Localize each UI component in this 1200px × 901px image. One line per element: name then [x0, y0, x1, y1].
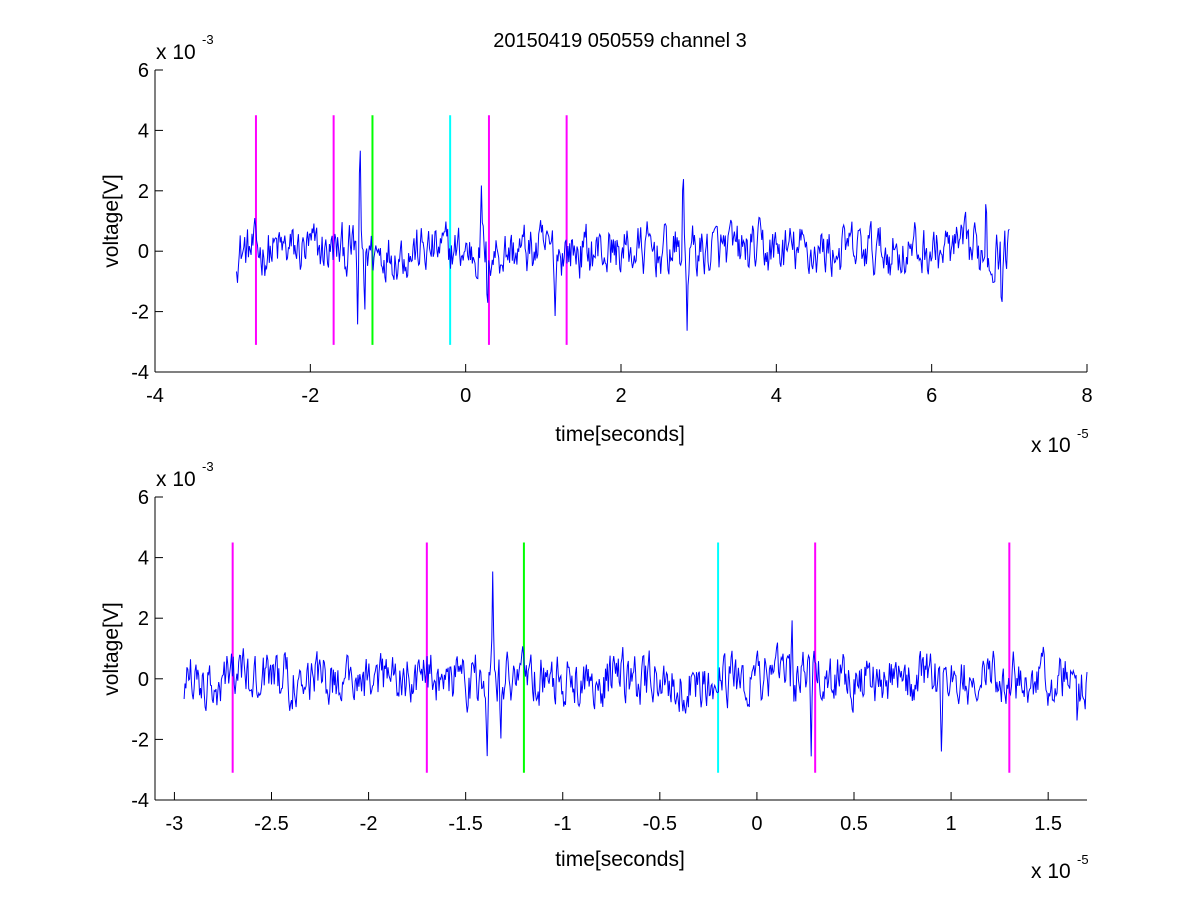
- bottom-y-tick-label: 6: [138, 487, 149, 509]
- top-y-exponent-power: -3: [202, 32, 214, 47]
- bottom-x-tick-label: -1: [554, 813, 572, 835]
- top-y-tick-label: 4: [138, 120, 149, 142]
- bottom-x-exponent: x 10 -5: [1031, 852, 1089, 883]
- top-axes-box: [155, 70, 1087, 372]
- top-y-tick-label: -2: [131, 302, 149, 324]
- chart-title: 20150419 050559 channel 3: [493, 30, 747, 52]
- top-subplot: -4 -2 0 2 4 6 8 -4 -2 0 2 4 6 time[seconds] voltage…: [100, 32, 1093, 457]
- top-x-axis-label: time[seconds]: [555, 423, 685, 446]
- top-x-tick-label: 6: [926, 385, 937, 407]
- top-x-tick-label: -2: [301, 385, 319, 407]
- bottom-y-exponent-base: x 10: [156, 468, 196, 491]
- bottom-y-exponent: x 10 -3: [156, 459, 214, 491]
- bottom-x-axis-label: time[seconds]: [555, 848, 685, 871]
- bottom-x-tick-label: -0.5: [643, 813, 677, 835]
- top-y-exponent-base: x 10: [156, 41, 196, 64]
- bottom-x-exponent-base: x 10: [1031, 860, 1071, 883]
- bottom-y-exponent-power: -3: [202, 459, 214, 474]
- bottom-x-tick-label: 1: [946, 813, 957, 835]
- bottom-x-exponent-power: -5: [1077, 852, 1089, 867]
- top-x-exponent-power: -5: [1077, 426, 1089, 441]
- top-x-exponent-base: x 10: [1031, 434, 1071, 457]
- bottom-y-ticks: -4 -2 0 2 4 6: [131, 487, 163, 812]
- top-y-tick-label: 2: [138, 181, 149, 203]
- bottom-subplot: -3 -2.5 -2 -1.5 -1 -0.5 0 0.5 1 1.5 -4 -2 0 2 4 6 time…: [100, 459, 1089, 883]
- bottom-x-tick-label: -2: [360, 813, 378, 835]
- top-y-ticks: -4 -2 0 2 4 6: [131, 60, 163, 384]
- top-signal-trace: [236, 150, 1010, 331]
- top-y-axis-label: voltage[V]: [100, 174, 123, 267]
- bottom-x-tick-label: -3: [166, 813, 184, 835]
- bottom-axes-box: [155, 497, 1087, 800]
- bottom-x-tick-label: 0: [751, 813, 762, 835]
- bottom-y-tick-label: 0: [138, 669, 149, 691]
- bottom-y-tick-label: -4: [131, 790, 149, 812]
- bottom-x-tick-label: 1.5: [1034, 813, 1062, 835]
- top-x-tick-label: 4: [771, 385, 782, 407]
- bottom-signal-trace: [183, 571, 1088, 757]
- bottom-x-tick-label: -1.5: [448, 813, 482, 835]
- top-x-ticks: -4 -2 0 2 4 6 8: [146, 364, 1093, 407]
- top-y-tick-label: 0: [138, 241, 149, 263]
- top-x-tick-label: 0: [460, 385, 471, 407]
- bottom-x-ticks: -3 -2.5 -2 -1.5 -1 -0.5 0 0.5 1 1.5: [166, 792, 1062, 835]
- top-y-exponent: x 10 -3: [156, 32, 214, 64]
- bottom-y-tick-label: 2: [138, 608, 149, 630]
- top-y-tick-label: 6: [138, 60, 149, 82]
- top-y-tick-label: -4: [131, 362, 149, 384]
- top-x-tick-label: 8: [1081, 385, 1092, 407]
- top-x-tick-label: 2: [615, 385, 626, 407]
- top-x-exponent: x 10 -5: [1031, 426, 1089, 457]
- bottom-y-axis-label: voltage[V]: [100, 602, 123, 695]
- bottom-y-tick-label: -2: [131, 729, 149, 751]
- top-x-tick-label: -4: [146, 385, 164, 407]
- bottom-x-tick-label: 0.5: [840, 813, 868, 835]
- bottom-x-tick-label: -2.5: [254, 813, 288, 835]
- bottom-y-tick-label: 4: [138, 548, 149, 570]
